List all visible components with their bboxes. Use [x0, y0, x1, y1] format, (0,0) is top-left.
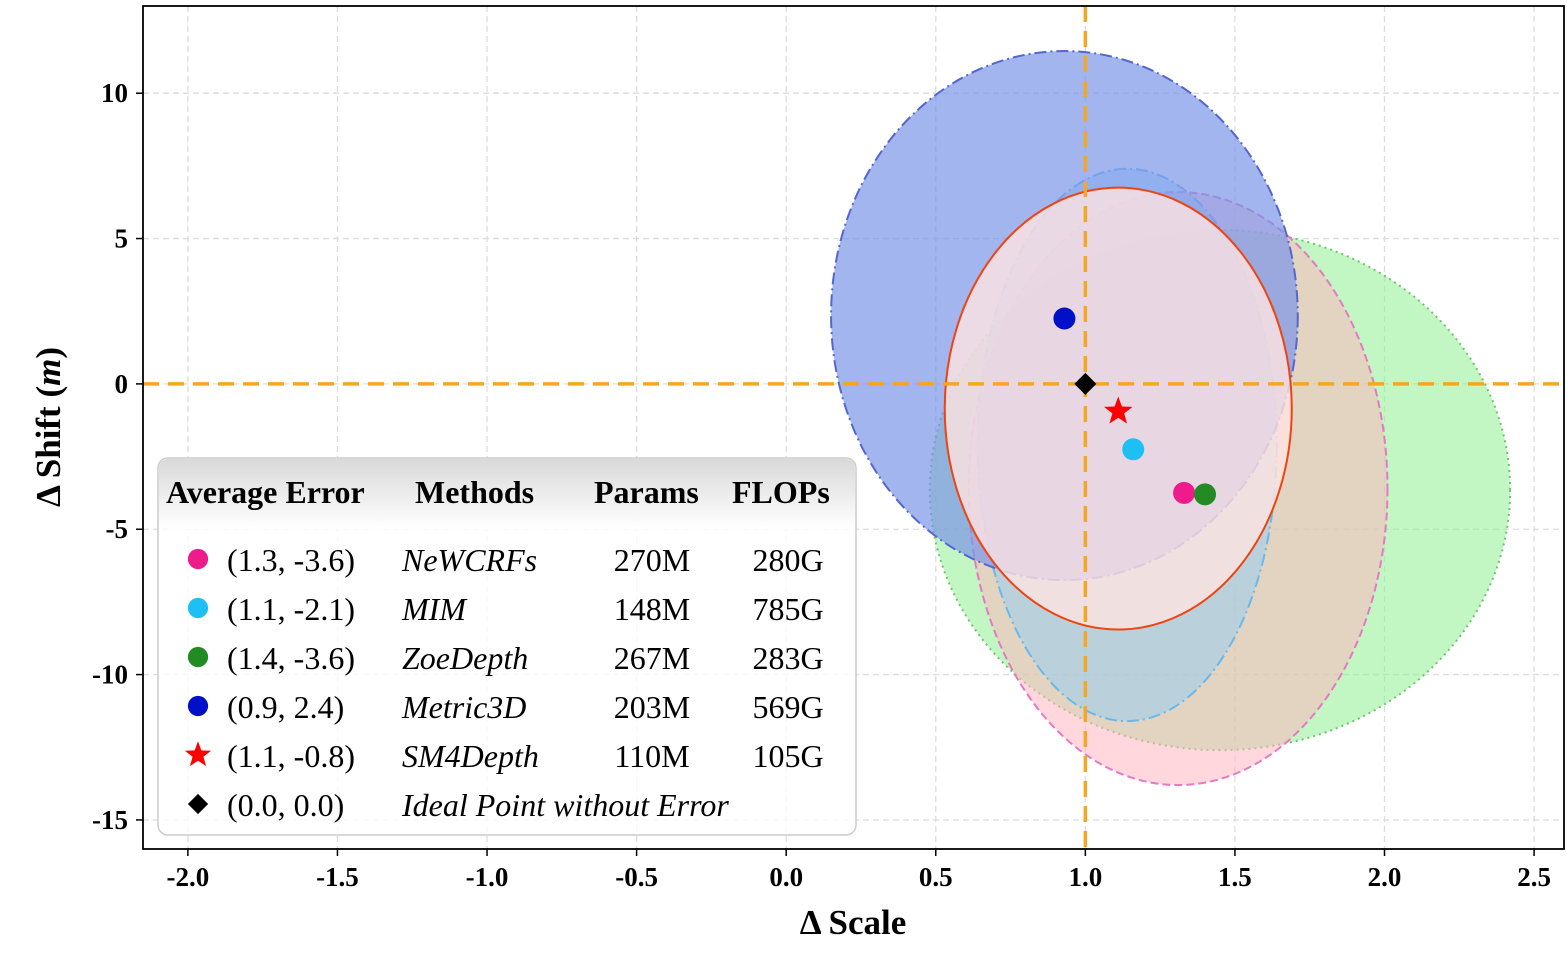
legend-box: [157, 457, 857, 836]
legend-header-error: Average Error: [166, 474, 365, 510]
legend-method: ZoeDepth: [402, 640, 528, 676]
legend-error: (1.1, -2.1): [227, 591, 355, 627]
legend-row: (1.4, -3.6) ZoeDepth 267M 283G: [187, 640, 824, 676]
legend-header-flops: FLOPs: [732, 474, 830, 510]
data-point-newcrfs: [1173, 481, 1196, 504]
y-tick-label: 5: [115, 224, 129, 254]
y-axis-label: Δ Shift (m): [29, 347, 68, 507]
legend-error: (0.9, 2.4): [227, 689, 344, 725]
y-tick-label: -5: [106, 514, 129, 544]
legend-marker-newcrfs: [187, 548, 209, 570]
y-tick-label: 10: [101, 78, 128, 108]
legend-error: (1.1, -0.8): [227, 738, 355, 774]
legend-row: (1.1, -2.1) MIM 148M 785G: [187, 591, 824, 627]
legend-flops: 280G: [752, 542, 823, 578]
legend-marker-sm4depth: [184, 741, 212, 767]
legend-header-bg: [159, 459, 855, 529]
legend-method: NeWCRFs: [401, 542, 537, 578]
legend-marker-metric3d: [187, 695, 209, 717]
legend-flops: 569G: [752, 689, 823, 725]
x-tick-label: 1.5: [1218, 862, 1252, 892]
reference-lines: [143, 6, 1564, 849]
x-tick-label: -0.5: [615, 862, 658, 892]
axis-ticks: -2.0 -1.5 -1.0 -0.5 0.0 0.5 1.0 1.5 2.0 2.5 10 5 0 -5…: [92, 78, 1551, 892]
data-points: [1053, 307, 1217, 506]
data-point-zoedepth: [1194, 483, 1217, 506]
legend-params: 110M: [614, 738, 689, 774]
x-tick-label: 0.0: [769, 862, 803, 892]
legend-flops: 283G: [752, 640, 823, 676]
legend-header-params: Params: [594, 474, 699, 510]
legend-method: Ideal Point without Error: [401, 787, 729, 823]
legend-params: 270M: [614, 542, 690, 578]
x-tick-label: -1.5: [316, 862, 359, 892]
x-tick-label: 0.5: [919, 862, 953, 892]
plot-frame: [142, 5, 1565, 850]
data-point-sm4depth: [1103, 396, 1133, 424]
legend-row: (1.3, -3.6) NeWCRFs 270M 280G: [187, 542, 824, 578]
x-tick-label: -1.0: [466, 862, 509, 892]
data-point-mim: [1122, 438, 1145, 461]
legend-params: 267M: [614, 640, 690, 676]
legend-method: Metric3D: [401, 689, 526, 725]
data-point-ideal-point-without-error: [1074, 372, 1097, 395]
legend-marker-ideal-point-without-error: [187, 793, 209, 815]
y-tick-label: 0: [115, 369, 129, 399]
legend-rows: (1.3, -3.6) NeWCRFs 270M 280G (1.1, -2.1) MIM…: [184, 542, 824, 823]
legend-params: 148M: [614, 591, 690, 627]
x-tick-label: 2.5: [1517, 862, 1551, 892]
legend-error: (0.0, 0.0): [227, 787, 344, 823]
y-tick-label: -15: [92, 805, 128, 835]
x-tick-label: -2.0: [166, 862, 209, 892]
legend-row: (0.9, 2.4) Metric3D 203M 569G: [187, 689, 824, 725]
legend-error: (1.4, -3.6): [227, 640, 355, 676]
legend-marker-zoedepth: [187, 646, 209, 668]
x-tick-label: 1.0: [1068, 862, 1102, 892]
legend-header-methods: Methods: [415, 474, 534, 510]
x-axis-label: Δ Scale: [800, 903, 907, 942]
data-point-metric3d: [1053, 307, 1076, 330]
y-tick-label: -10: [92, 660, 128, 690]
legend-flops: 785G: [752, 591, 823, 627]
legend: Average Error Methods Params FLOPs (1.3,…: [157, 457, 857, 836]
legend-flops: 105G: [752, 738, 823, 774]
legend-error: (1.3, -3.6): [227, 542, 355, 578]
legend-method: SM4Depth: [402, 738, 539, 774]
legend-params: 203M: [614, 689, 690, 725]
legend-method: MIM: [401, 591, 468, 627]
legend-row: (0.0, 0.0) Ideal Point without Error: [187, 787, 729, 823]
legend-row: (1.1, -0.8) SM4Depth 110M 105G: [184, 738, 824, 774]
legend-marker-mim: [187, 597, 209, 619]
x-tick-label: 2.0: [1368, 862, 1402, 892]
